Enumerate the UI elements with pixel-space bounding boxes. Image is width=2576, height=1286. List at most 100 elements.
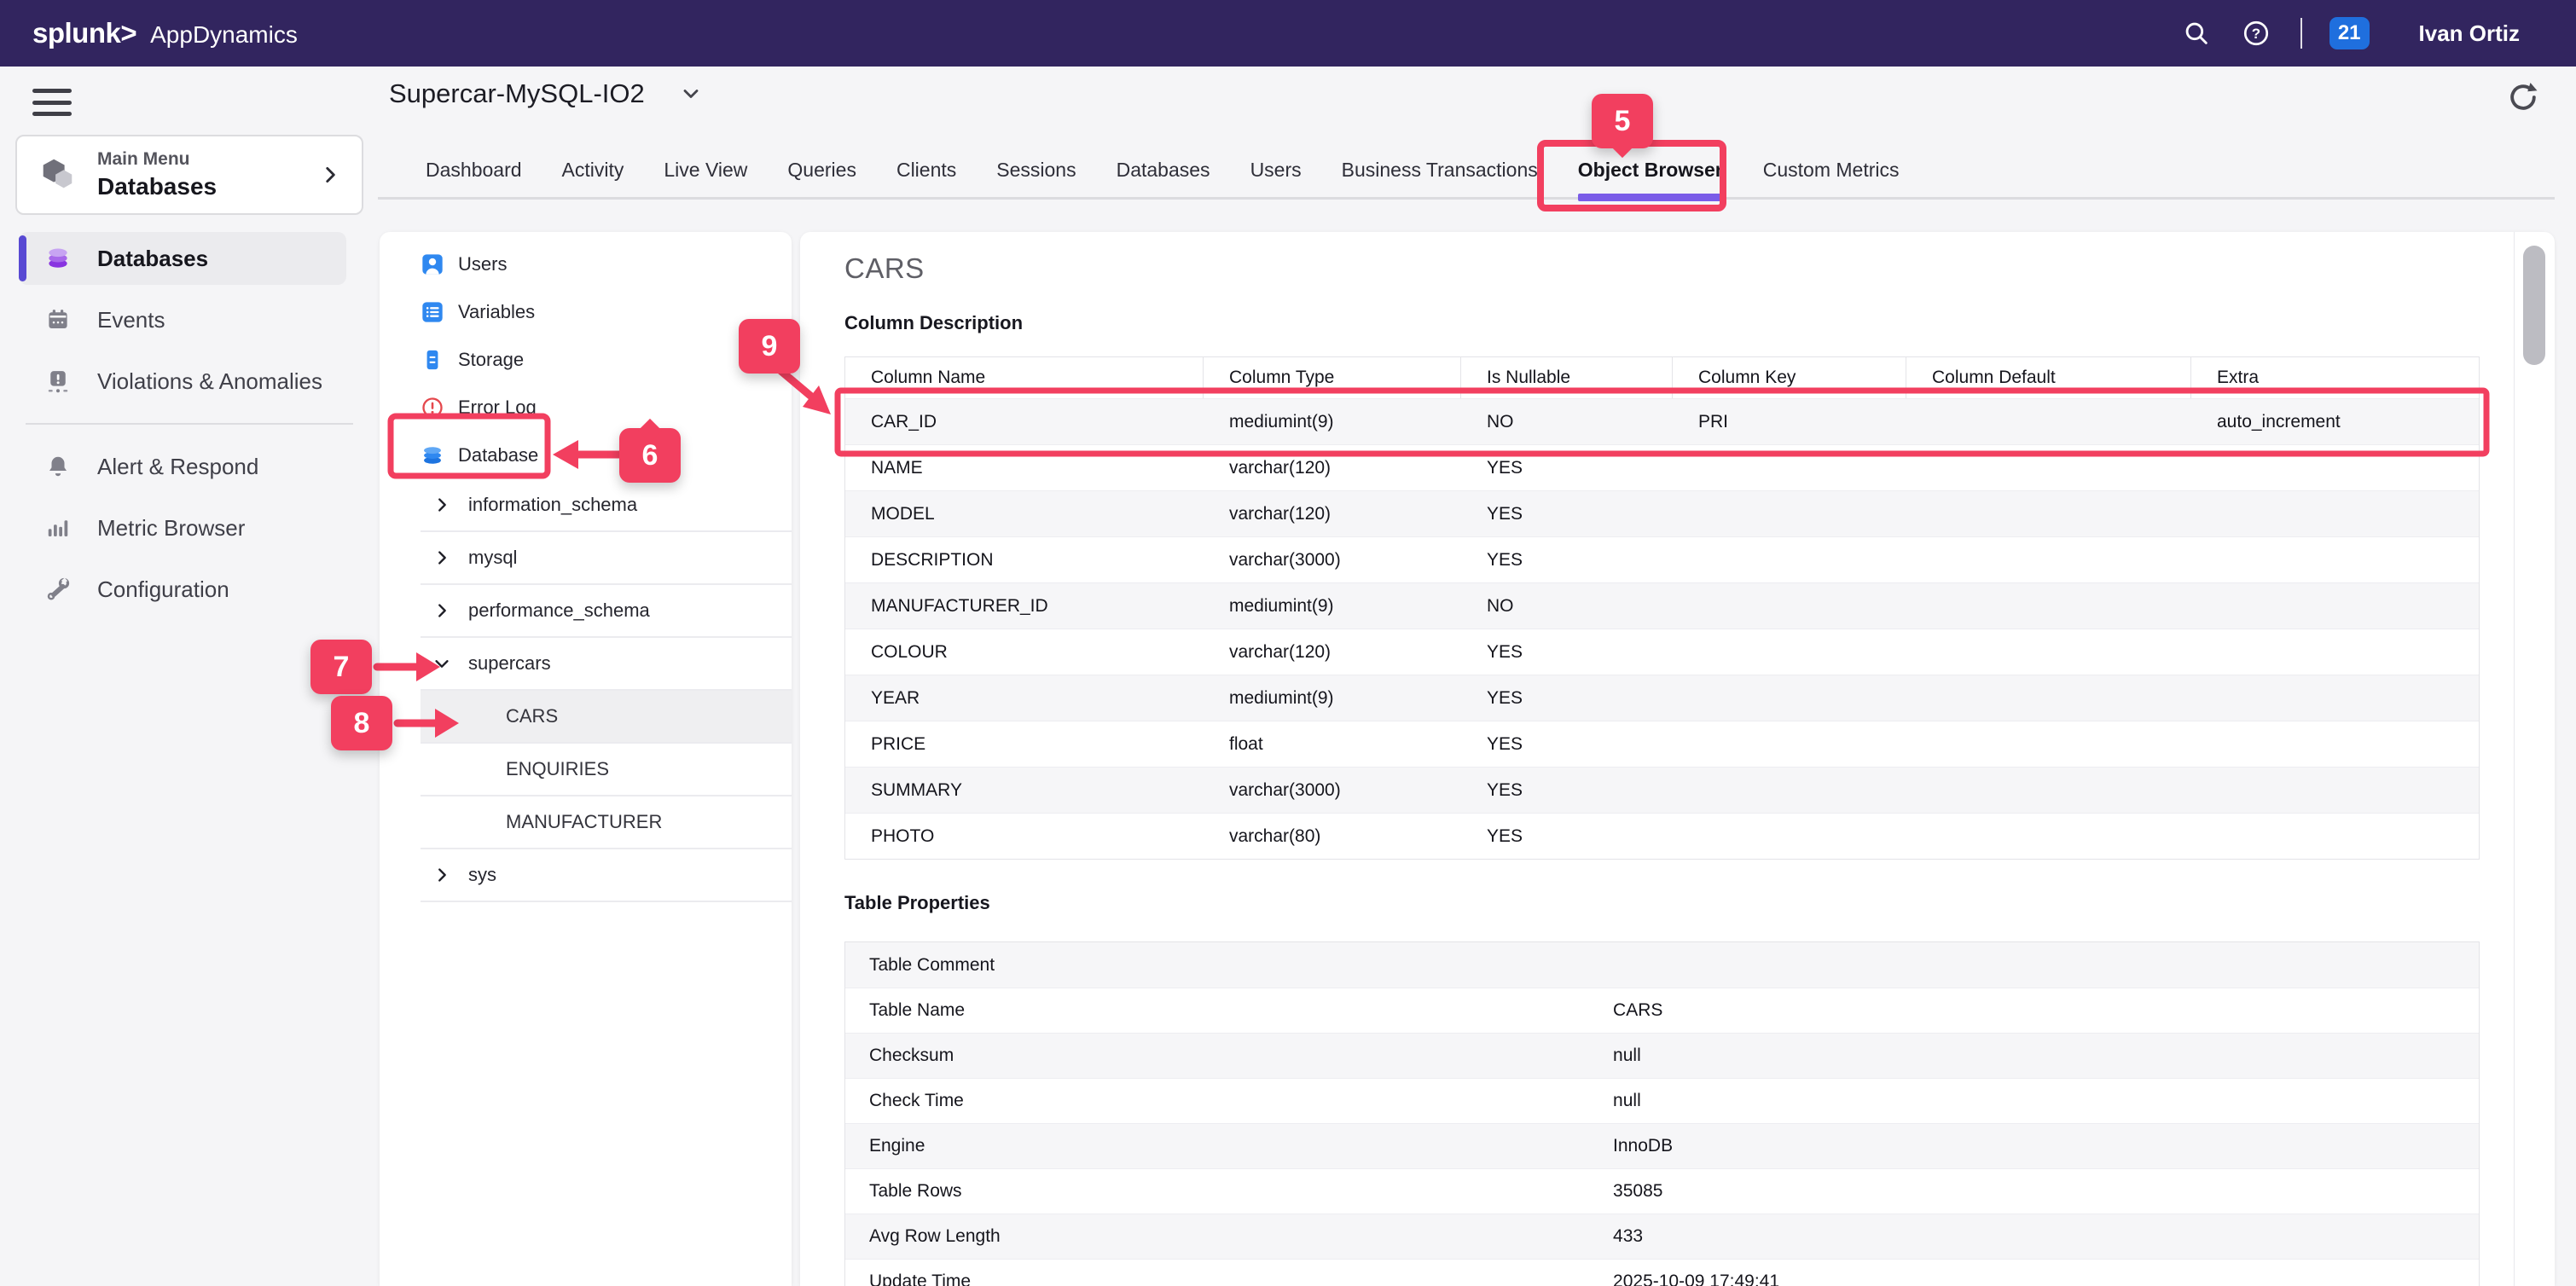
sidebar-item-configuration[interactable]: Configuration	[19, 563, 346, 616]
search-icon[interactable]	[2179, 16, 2213, 50]
table-cell	[2191, 445, 2480, 490]
table-cell	[1673, 629, 1906, 675]
table-cell	[1673, 814, 1906, 859]
tree-item-error-log[interactable]: Error Log	[421, 384, 792, 432]
property-label: Engine	[845, 1124, 1613, 1168]
tab-clients[interactable]: Clients	[896, 143, 956, 197]
sidebar-item-databases[interactable]: Databases	[19, 232, 346, 285]
table-row[interactable]: DESCRIPTIONvarchar(3000)YES	[845, 536, 2479, 582]
notification-badge[interactable]: 21	[2329, 17, 2370, 49]
tab-live-view[interactable]: Live View	[664, 143, 747, 197]
scrollbar-track-divider	[2514, 232, 2515, 1286]
column-description-heading: Column Description	[844, 312, 1023, 334]
tab-custom-metrics[interactable]: Custom Metrics	[1763, 143, 1900, 197]
table-cell: COLOUR	[845, 629, 1204, 675]
sidebar-item-violations-anomalies[interactable]: Violations & Anomalies	[19, 355, 346, 408]
topbar-divider	[2300, 18, 2302, 49]
property-label: Avg Row Length	[845, 1214, 1613, 1259]
user-name[interactable]: Ivan Ortiz	[2419, 20, 2520, 47]
table-cell: float	[1204, 721, 1461, 767]
users-icon	[421, 252, 444, 276]
tab-dashboard[interactable]: Dashboard	[426, 143, 522, 197]
property-row[interactable]: Avg Row Length433	[845, 1214, 2479, 1259]
table-cell: varchar(120)	[1204, 629, 1461, 675]
table-cell	[2191, 537, 2480, 582]
annotation-badge-6: 6	[619, 428, 681, 483]
table-cell	[1906, 445, 2191, 490]
table-row[interactable]: PHOTOvarchar(80)YES	[845, 813, 2479, 859]
help-icon[interactable]: ?	[2239, 16, 2273, 50]
vertical-scrollbar[interactable]	[2523, 246, 2545, 365]
table-cell	[2191, 491, 2480, 536]
property-label: Table Name	[845, 988, 1613, 1033]
table-row[interactable]: YEARmediumint(9)YES	[845, 675, 2479, 721]
table-row[interactable]: PRICEfloatYES	[845, 721, 2479, 767]
chevron-right-icon	[319, 164, 341, 186]
tree-schema-information-schema[interactable]: information_schema	[421, 479, 792, 532]
refresh-icon[interactable]	[2504, 78, 2542, 116]
property-value: 433	[1613, 1214, 2479, 1259]
table-cell: mediumint(9)	[1204, 399, 1461, 444]
tree-schema-performance-schema[interactable]: performance_schema	[421, 585, 792, 638]
tree-schema-label: information_schema	[468, 494, 637, 516]
splunk-logo-text: splunk>	[32, 17, 136, 49]
column-header: Extra	[2191, 357, 2480, 398]
tree-schema-mysql[interactable]: mysql	[421, 532, 792, 585]
tab-object-browser[interactable]: Object Browser	[1578, 143, 1723, 197]
property-row[interactable]: Checksumnull	[845, 1033, 2479, 1078]
table-cell: varchar(80)	[1204, 814, 1461, 859]
property-row[interactable]: Table Rows35085	[845, 1168, 2479, 1214]
tree-item-users[interactable]: Users	[421, 240, 792, 288]
column-header: Column Key	[1673, 357, 1906, 398]
table-properties-heading: Table Properties	[844, 892, 990, 914]
sidebar-item-alert-respond[interactable]: Alert & Respond	[19, 440, 346, 493]
tab-business-transactions[interactable]: Business Transactions	[1342, 143, 1538, 197]
property-row[interactable]: Table Comment	[845, 942, 2479, 988]
main-menu-selector[interactable]: Main Menu Databases	[15, 135, 363, 215]
table-cell: YES	[1461, 814, 1673, 859]
table-cell: varchar(3000)	[1204, 768, 1461, 813]
table-row[interactable]: MANUFACTURER_IDmediumint(9)NO	[845, 582, 2479, 629]
table-cell	[1673, 445, 1906, 490]
table-cell: YES	[1461, 445, 1673, 490]
tab-bar: Dashboard Activity Live View Queries Clients…	[378, 143, 2555, 200]
table-cell: PRI	[1673, 399, 1906, 444]
sidebar-item-events[interactable]: Events	[19, 293, 346, 346]
tree-table-label: CARS	[506, 705, 558, 727]
sidebar-item-metric-browser[interactable]: Metric Browser	[19, 501, 346, 554]
tree-item-variables[interactable]: Variables	[421, 288, 792, 336]
tree-table-enquiries[interactable]: ENQUIRIES	[421, 744, 792, 797]
property-row[interactable]: Update Time2025-10-09 17:49:41	[845, 1259, 2479, 1286]
table-cell: MODEL	[845, 491, 1204, 536]
tree-item-database[interactable]: Database	[421, 432, 792, 479]
table-row[interactable]: SUMMARYvarchar(3000)YES	[845, 767, 2479, 813]
property-value	[1613, 942, 2479, 988]
sidebar-item-label: Metric Browser	[97, 515, 245, 542]
table-cell	[2191, 583, 2480, 629]
appdynamics-logo-text: AppDynamics	[150, 21, 298, 49]
server-selector[interactable]: Supercar-MySQL-IO2	[389, 78, 703, 109]
table-cell: NO	[1461, 583, 1673, 629]
table-row[interactable]: NAMEvarchar(120)YES	[845, 444, 2479, 490]
tree-item-storage[interactable]: Storage	[421, 336, 792, 384]
property-row[interactable]: Check Timenull	[845, 1078, 2479, 1123]
property-row[interactable]: Table NameCARS	[845, 988, 2479, 1033]
column-description-header-row: Column NameColumn TypeIs NullableColumn …	[845, 357, 2479, 398]
tab-users[interactable]: Users	[1250, 143, 1302, 197]
table-row[interactable]: MODELvarchar(120)YES	[845, 490, 2479, 536]
tree-table-cars[interactable]: CARS	[421, 691, 792, 744]
tab-queries[interactable]: Queries	[787, 143, 856, 197]
table-cell: mediumint(9)	[1204, 675, 1461, 721]
bell-icon	[44, 453, 72, 480]
tab-activity[interactable]: Activity	[562, 143, 624, 197]
tree-schema-sys[interactable]: sys	[421, 849, 792, 902]
table-row[interactable]: COLOURvarchar(120)YES	[845, 629, 2479, 675]
property-row[interactable]: EngineInnoDB	[845, 1123, 2479, 1168]
chevron-down-icon	[432, 654, 451, 673]
tab-databases[interactable]: Databases	[1117, 143, 1210, 197]
tab-sessions[interactable]: Sessions	[996, 143, 1076, 197]
table-row[interactable]: CAR_IDmediumint(9)NOPRIauto_increment	[845, 398, 2479, 444]
table-cell	[1673, 583, 1906, 629]
tree-schema-supercars[interactable]: supercars	[421, 638, 792, 691]
tree-table-manufacturer[interactable]: MANUFACTURER	[421, 797, 792, 849]
